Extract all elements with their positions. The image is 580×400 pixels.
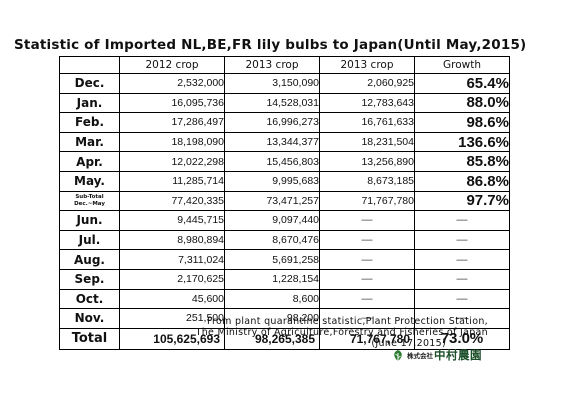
source-line-2: The Ministry of Agriculture,Forestry and… [195,327,488,338]
table-row: Dec. 2,532,000 3,150,090 2,060,925 65.4% [59,73,510,94]
cell-2013-current: 12,783,643 [319,92,415,114]
subtotal-label-line1: Sub-Total [75,193,104,200]
source-note: From plant quarantine statistic,Plant Pr… [68,316,488,349]
header-2012-crop: 2012 crop [119,56,225,74]
leaf-logo-icon [394,349,402,361]
cell-growth: — [414,288,510,310]
cell-growth: 85.8% [414,151,510,172]
subtotal-label: Sub-Total Dec.~May [59,190,120,212]
row-label: Jan. [59,92,120,114]
header-2013-crop: 2013 crop [224,56,320,74]
cell-2012: 16,095,736 [119,92,225,114]
total-row: Total 105,625,693 98,265,385 71,767,780 … [59,327,510,350]
cell-2013: 15,456,803 [224,151,320,172]
lily-import-table: 2012 crop 2013 crop 2013 crop Growth Dec… [59,56,510,350]
cell-2013: 9,097,440 [224,210,320,231]
total-2012: 105,625,693 [119,327,225,350]
table-header-row: 2012 crop 2013 crop 2013 crop Growth [59,56,510,74]
cell-2013-current: 2,060,925 [319,73,415,94]
cell-2013-current: — [319,249,415,270]
cell-2013: 8,600 [224,288,320,310]
cell-growth: — [414,249,510,270]
cell-2013: 13,344,377 [224,131,320,153]
subtotal-row: Sub-Total Dec.~May 77,420,335 73,471,257… [59,190,510,212]
row-label: May. [59,170,120,192]
row-label: Aug. [59,249,120,270]
source-line-1: From plant quarantine statistic,Plant Pr… [206,316,488,327]
cell-2013: 73,471,257 [224,190,320,212]
cell-growth: — [414,210,510,231]
logo-company-type: 株式会社 [407,352,433,360]
cell-2012: 12,022,298 [119,151,225,172]
cell-2012: 45,600 [119,288,225,310]
cell-growth: — [414,229,510,251]
cell-2013: 5,691,258 [224,249,320,270]
cell-2013: 3,150,090 [224,73,320,94]
logo-company-name: 中村農園 [434,348,482,362]
cell-2013-current: 71,767,780 [319,190,415,212]
row-label: Oct. [59,288,120,310]
table-row: Jan. 16,095,736 14,528,031 12,783,643 88… [59,92,510,114]
source-date: (June 17,2015) [371,338,446,349]
cell-2013: 9,995,683 [224,170,320,192]
row-label: Jul. [59,229,120,251]
cell-2012: 8,980,894 [119,229,225,251]
cell-2012: 18,198,090 [119,131,225,153]
table-row: Mar. 18,198,090 13,344,377 18,231,504 13… [59,131,510,153]
cell-growth: — [414,268,510,290]
header-corner [59,56,120,74]
cell-2013: 16,996,273 [224,112,320,133]
cell-2013: 8,670,476 [224,229,320,251]
cell-2013: 14,528,031 [224,92,320,114]
table-row: Aug. 7,311,024 5,691,258 — — [59,249,510,270]
cell-growth: 97.7% [414,190,510,212]
page-title: Statistic of Imported NL,BE,FR lily bulb… [14,37,527,53]
table-row: Jun. 9,445,715 9,097,440 — — [59,210,510,231]
total-growth: 73.0% [414,327,510,350]
table-row: May. 11,285,714 9,995,683 8,673,185 86.8… [59,170,510,192]
cell-growth: 65.4% [414,73,510,94]
header-2013-crop-current: 2013 crop [319,56,415,74]
row-label: Sep. [59,268,120,290]
cell-growth: 88.0% [414,92,510,114]
cell-2012: 17,286,497 [119,112,225,133]
cell-growth: 86.8% [414,170,510,192]
cell-growth: 98.6% [414,112,510,133]
table-row: Jul. 8,980,894 8,670,476 — — [59,229,510,251]
cell-growth: 136.6% [414,131,510,153]
cell-2012: 2,532,000 [119,73,225,94]
cell-2013-current: 13,256,890 [319,151,415,172]
row-label: Jun. [59,210,120,231]
cell-2012: 9,445,715 [119,210,225,231]
cell-2012: 77,420,335 [119,190,225,212]
company-logo: 株式会社 中村農園 [392,346,482,364]
table-row: Feb. 17,286,497 16,996,273 16,761,633 98… [59,112,510,133]
row-label: Apr. [59,151,120,172]
cell-2013-current: 16,761,633 [319,112,415,133]
table-row: Sep. 2,170,625 1,228,154 — — [59,268,510,290]
cell-2013-current: — [319,210,415,231]
table-row: Oct. 45,600 8,600 — — [59,288,510,310]
cell-2013-current: 8,673,185 [319,170,415,192]
row-label: Feb. [59,112,120,133]
cell-2013-current: — [319,229,415,251]
cell-2012: 11,285,714 [119,170,225,192]
subtotal-label-line2: Dec.~May [74,200,105,207]
row-label: Mar. [59,131,120,153]
cell-2013-current: — [319,268,415,290]
row-label: Dec. [59,73,120,94]
header-growth: Growth [414,56,510,74]
cell-2013: 1,228,154 [224,268,320,290]
cell-2012: 2,170,625 [119,268,225,290]
cell-2012: 7,311,024 [119,249,225,270]
cell-2013-current: 18,231,504 [319,131,415,153]
table-row: Apr. 12,022,298 15,456,803 13,256,890 85… [59,151,510,172]
total-2013-current: 71,767,780 [319,327,415,350]
cell-2013-current: — [319,288,415,310]
total-label: Total [59,327,120,350]
